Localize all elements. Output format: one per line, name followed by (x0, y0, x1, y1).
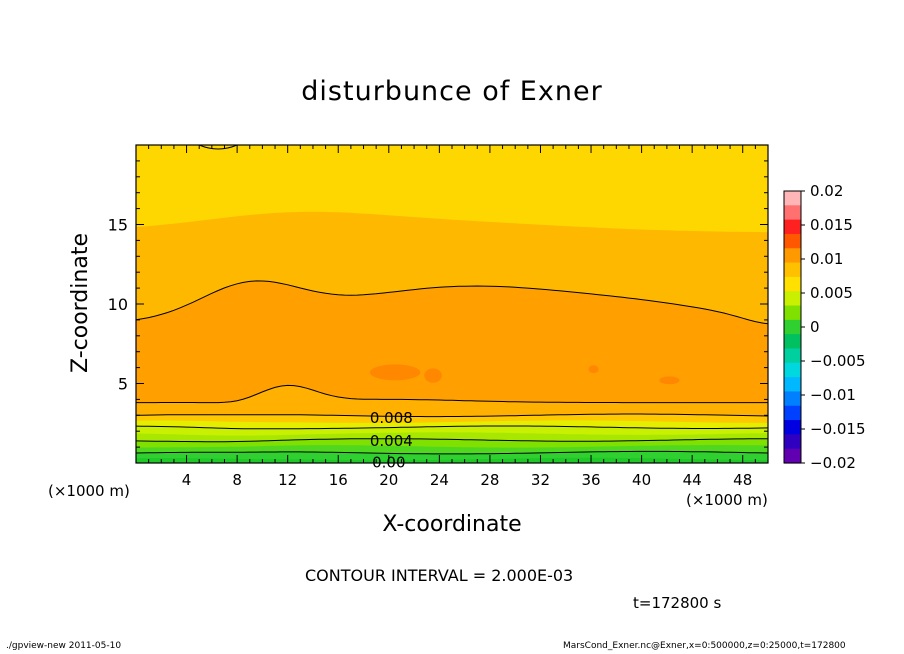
x-tick-label: 44 (683, 471, 702, 489)
x-tick-label: 4 (182, 471, 192, 489)
colorbar: 0.02 0.015 0.01 0.005 0 −0.005 −0.01 −0.015 −0.0… (783, 182, 866, 472)
colorbar-swatch (784, 219, 801, 235)
contour-line-4 (136, 438, 768, 443)
contour-line-lower (136, 384, 768, 404)
y-axis-label: Z-coordinate (68, 233, 93, 373)
x-tick-label: 40 (632, 471, 651, 489)
colorbar-swatch (784, 434, 801, 450)
contour-label-2: 0.00 (372, 453, 405, 471)
colorbar-label: −0.02 (810, 454, 856, 472)
x-tick-label: 28 (480, 471, 499, 489)
contour-line-upper (136, 280, 768, 325)
y-axis-ticks: 5 10 15 (108, 160, 768, 448)
colorbar-swatch (784, 334, 801, 350)
colorbar-label: −0.005 (810, 352, 866, 370)
blob-0 (369, 364, 421, 381)
chart-title: disturbunce of Exner (301, 76, 603, 107)
y-axis-unit: (×1000 m) (48, 482, 130, 500)
colorbar-swatch (784, 448, 801, 464)
colorbar-swatch (784, 362, 801, 378)
colorbar-swatch (784, 348, 801, 364)
time-label: t=172800 s (633, 594, 722, 612)
blob-1 (424, 368, 442, 383)
y-tick-label: 5 (118, 375, 128, 394)
footer-left: ./gpview-new 2011-05-10 (6, 641, 122, 651)
colorbar-swatch (784, 191, 801, 206)
colorbar-label: 0.01 (810, 250, 843, 268)
colorbar-label: 0.015 (810, 216, 853, 234)
y-tick-label: 15 (108, 216, 128, 235)
blob-2 (588, 365, 599, 374)
colorbar-swatch (784, 248, 801, 264)
contour-interval: CONTOUR INTERVAL = 2.000E-03 (305, 566, 574, 585)
contour-label-0: 0.008 (370, 409, 413, 427)
footer-right: MarsCond_Exner.nc@Exner,x=0:500000,z=0:2… (563, 641, 846, 651)
x-axis-ticks: 4 8 12 16 20 24 28 32 36 40 44 48 (148, 145, 756, 489)
y-tick-label: 10 (108, 295, 128, 314)
colorbar-label: 0 (810, 318, 820, 336)
x-tick-label: 36 (581, 471, 600, 489)
x-axis-label: X-coordinate (382, 512, 522, 537)
colorbar-swatch (784, 233, 801, 249)
blob-3 (659, 376, 680, 385)
colorbar-swatch (784, 291, 801, 307)
colorbar-label: 0.005 (810, 284, 853, 302)
colorbar-swatch (784, 420, 801, 435)
colorbar-swatch (784, 391, 801, 407)
x-tick-label: 48 (733, 471, 752, 489)
colorbar-swatch (784, 262, 801, 278)
colorbar-label: −0.015 (810, 420, 866, 438)
contour-lines (136, 145, 768, 455)
contour-line-0 (136, 413, 768, 418)
colorbar-swatch (784, 276, 801, 292)
x-tick-label: 8 (232, 471, 242, 489)
colorbar-label: −0.01 (810, 386, 856, 404)
x-tick-label: 24 (430, 471, 449, 489)
x-tick-label: 32 (531, 471, 550, 489)
colorbar-swatch (784, 319, 801, 335)
x-tick-label: 12 (278, 471, 297, 489)
colorbar-swatch (784, 305, 801, 321)
contour-line-6 (136, 450, 768, 455)
contour-labels: 0.008 0.004 0.00 (370, 409, 413, 472)
colorbar-swatch (784, 405, 801, 421)
x-tick-label: 16 (329, 471, 348, 489)
contour-line-top (199, 145, 238, 150)
colorbar-swatch (784, 205, 801, 221)
colorbar-swatch (784, 377, 801, 393)
x-axis-unit: (×1000 m) (686, 491, 768, 509)
contour-line-2 (136, 425, 768, 430)
contour-label-1: 0.004 (370, 432, 413, 450)
x-tick-label: 20 (379, 471, 398, 489)
colorbar-label: 0.02 (810, 182, 843, 200)
